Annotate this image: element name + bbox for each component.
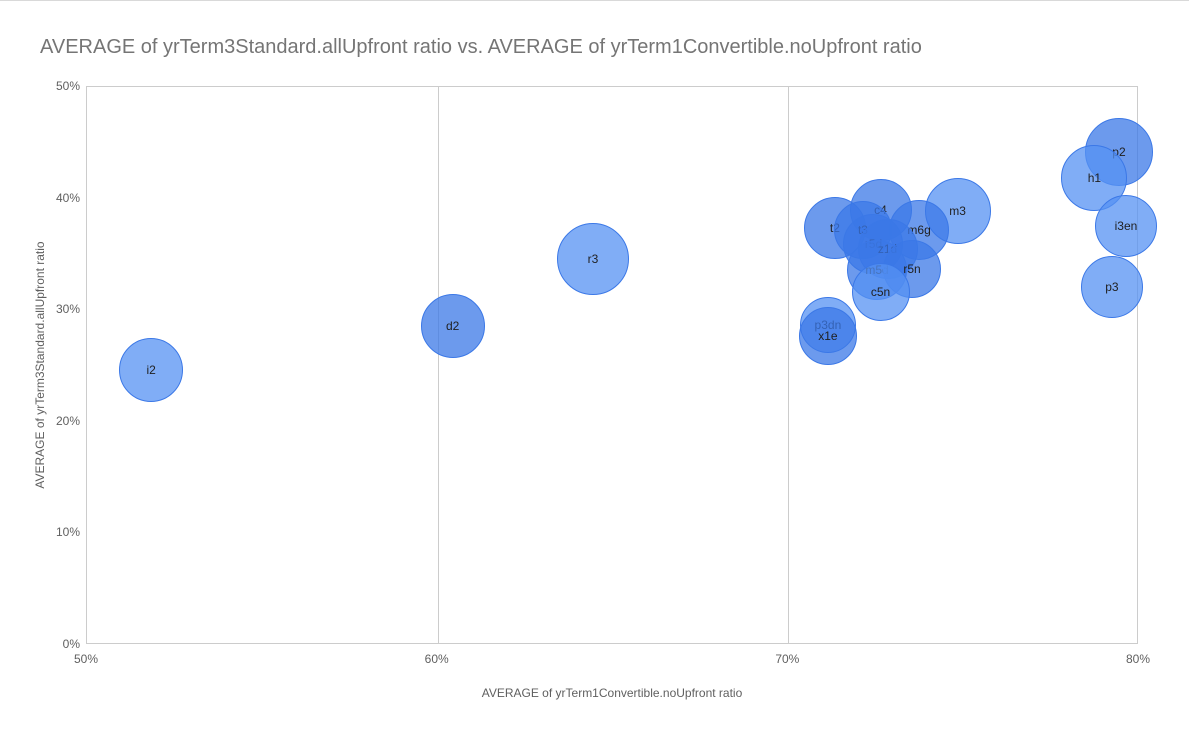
gridline-v bbox=[788, 87, 789, 643]
bubble[interactable]: d2 bbox=[421, 294, 485, 358]
y-tick-label: 30% bbox=[50, 302, 80, 316]
y-tick-label: 50% bbox=[50, 79, 80, 93]
bubble[interactable]: p3 bbox=[1081, 256, 1143, 318]
x-tick-label: 50% bbox=[74, 652, 98, 666]
y-tick-label: 10% bbox=[50, 525, 80, 539]
y-tick-label: 40% bbox=[50, 191, 80, 205]
x-axis-title: AVERAGE of yrTerm1Convertible.noUpfront … bbox=[482, 686, 743, 700]
x-tick-label: 80% bbox=[1126, 652, 1150, 666]
bubble[interactable]: r3 bbox=[557, 223, 629, 295]
y-tick-label: 20% bbox=[50, 414, 80, 428]
x-tick-label: 70% bbox=[775, 652, 799, 666]
bubble[interactable]: i2 bbox=[119, 338, 183, 402]
y-axis-title: AVERAGE of yrTerm3Standard.allUpfront ra… bbox=[33, 241, 47, 488]
bubble[interactable]: i3en bbox=[1095, 195, 1157, 257]
x-tick-label: 60% bbox=[425, 652, 449, 666]
chart-title: AVERAGE of yrTerm3Standard.allUpfront ra… bbox=[40, 36, 922, 59]
y-tick-label: 0% bbox=[50, 637, 80, 651]
gridline-v bbox=[438, 87, 439, 643]
divider-top bbox=[0, 0, 1189, 1]
plot-area: p2h1i3enp3m3c4t2m6gt3r5dz1dm5dr5nc5np3dn… bbox=[86, 86, 1138, 644]
bubble[interactable]: x1e bbox=[799, 307, 857, 365]
bubble[interactable]: c5n bbox=[852, 263, 910, 321]
